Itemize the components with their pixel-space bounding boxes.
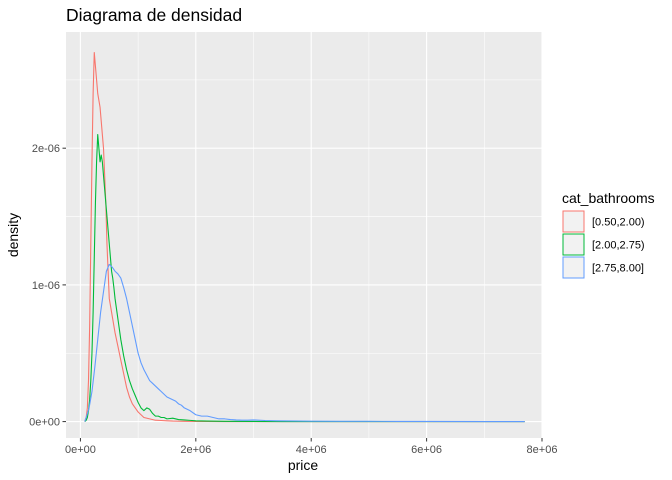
legend-key-2 — [562, 233, 585, 256]
legend-label-1: [0.50,2.00) — [592, 217, 645, 229]
minor-gridlines — [66, 32, 542, 438]
density-line-1 — [84, 51, 525, 423]
x-axis-title: price — [288, 457, 319, 473]
y-tick-label: 0e+00 — [29, 417, 60, 429]
density-line-3 — [84, 263, 525, 423]
y-tick-label: 2e-06 — [32, 143, 60, 155]
legend-label-2: [2.00,2.75) — [592, 240, 645, 252]
legend-key-1 — [562, 210, 585, 233]
legend-label-3: [2.75,8.00] — [592, 263, 644, 275]
x-tick-label: 4e+06 — [296, 444, 327, 456]
plot-panel — [66, 32, 542, 438]
legend-title: cat_bathrooms — [562, 190, 655, 206]
y-axis-title: density — [5, 213, 21, 257]
x-tick-label: 8e+06 — [527, 444, 558, 456]
y-axis: 0e+00 1e-06 2e-06 — [29, 143, 66, 429]
legend: cat_bathrooms [0.50,2.00) [2.00,2.75) [2.7… — [562, 190, 655, 279]
chart-title: Diagrama de densidad — [66, 5, 242, 25]
x-tick-label: 2e+06 — [180, 444, 211, 456]
legend-key-3 — [562, 256, 585, 279]
x-tick-label: 6e+06 — [411, 444, 442, 456]
x-axis: 0e+00 2e+06 4e+06 6e+06 8e+06 — [65, 438, 557, 456]
y-tick-label: 1e-06 — [32, 280, 60, 292]
x-tick-label: 0e+00 — [65, 444, 96, 456]
series-layer — [84, 51, 525, 423]
density-line-2 — [84, 133, 525, 423]
